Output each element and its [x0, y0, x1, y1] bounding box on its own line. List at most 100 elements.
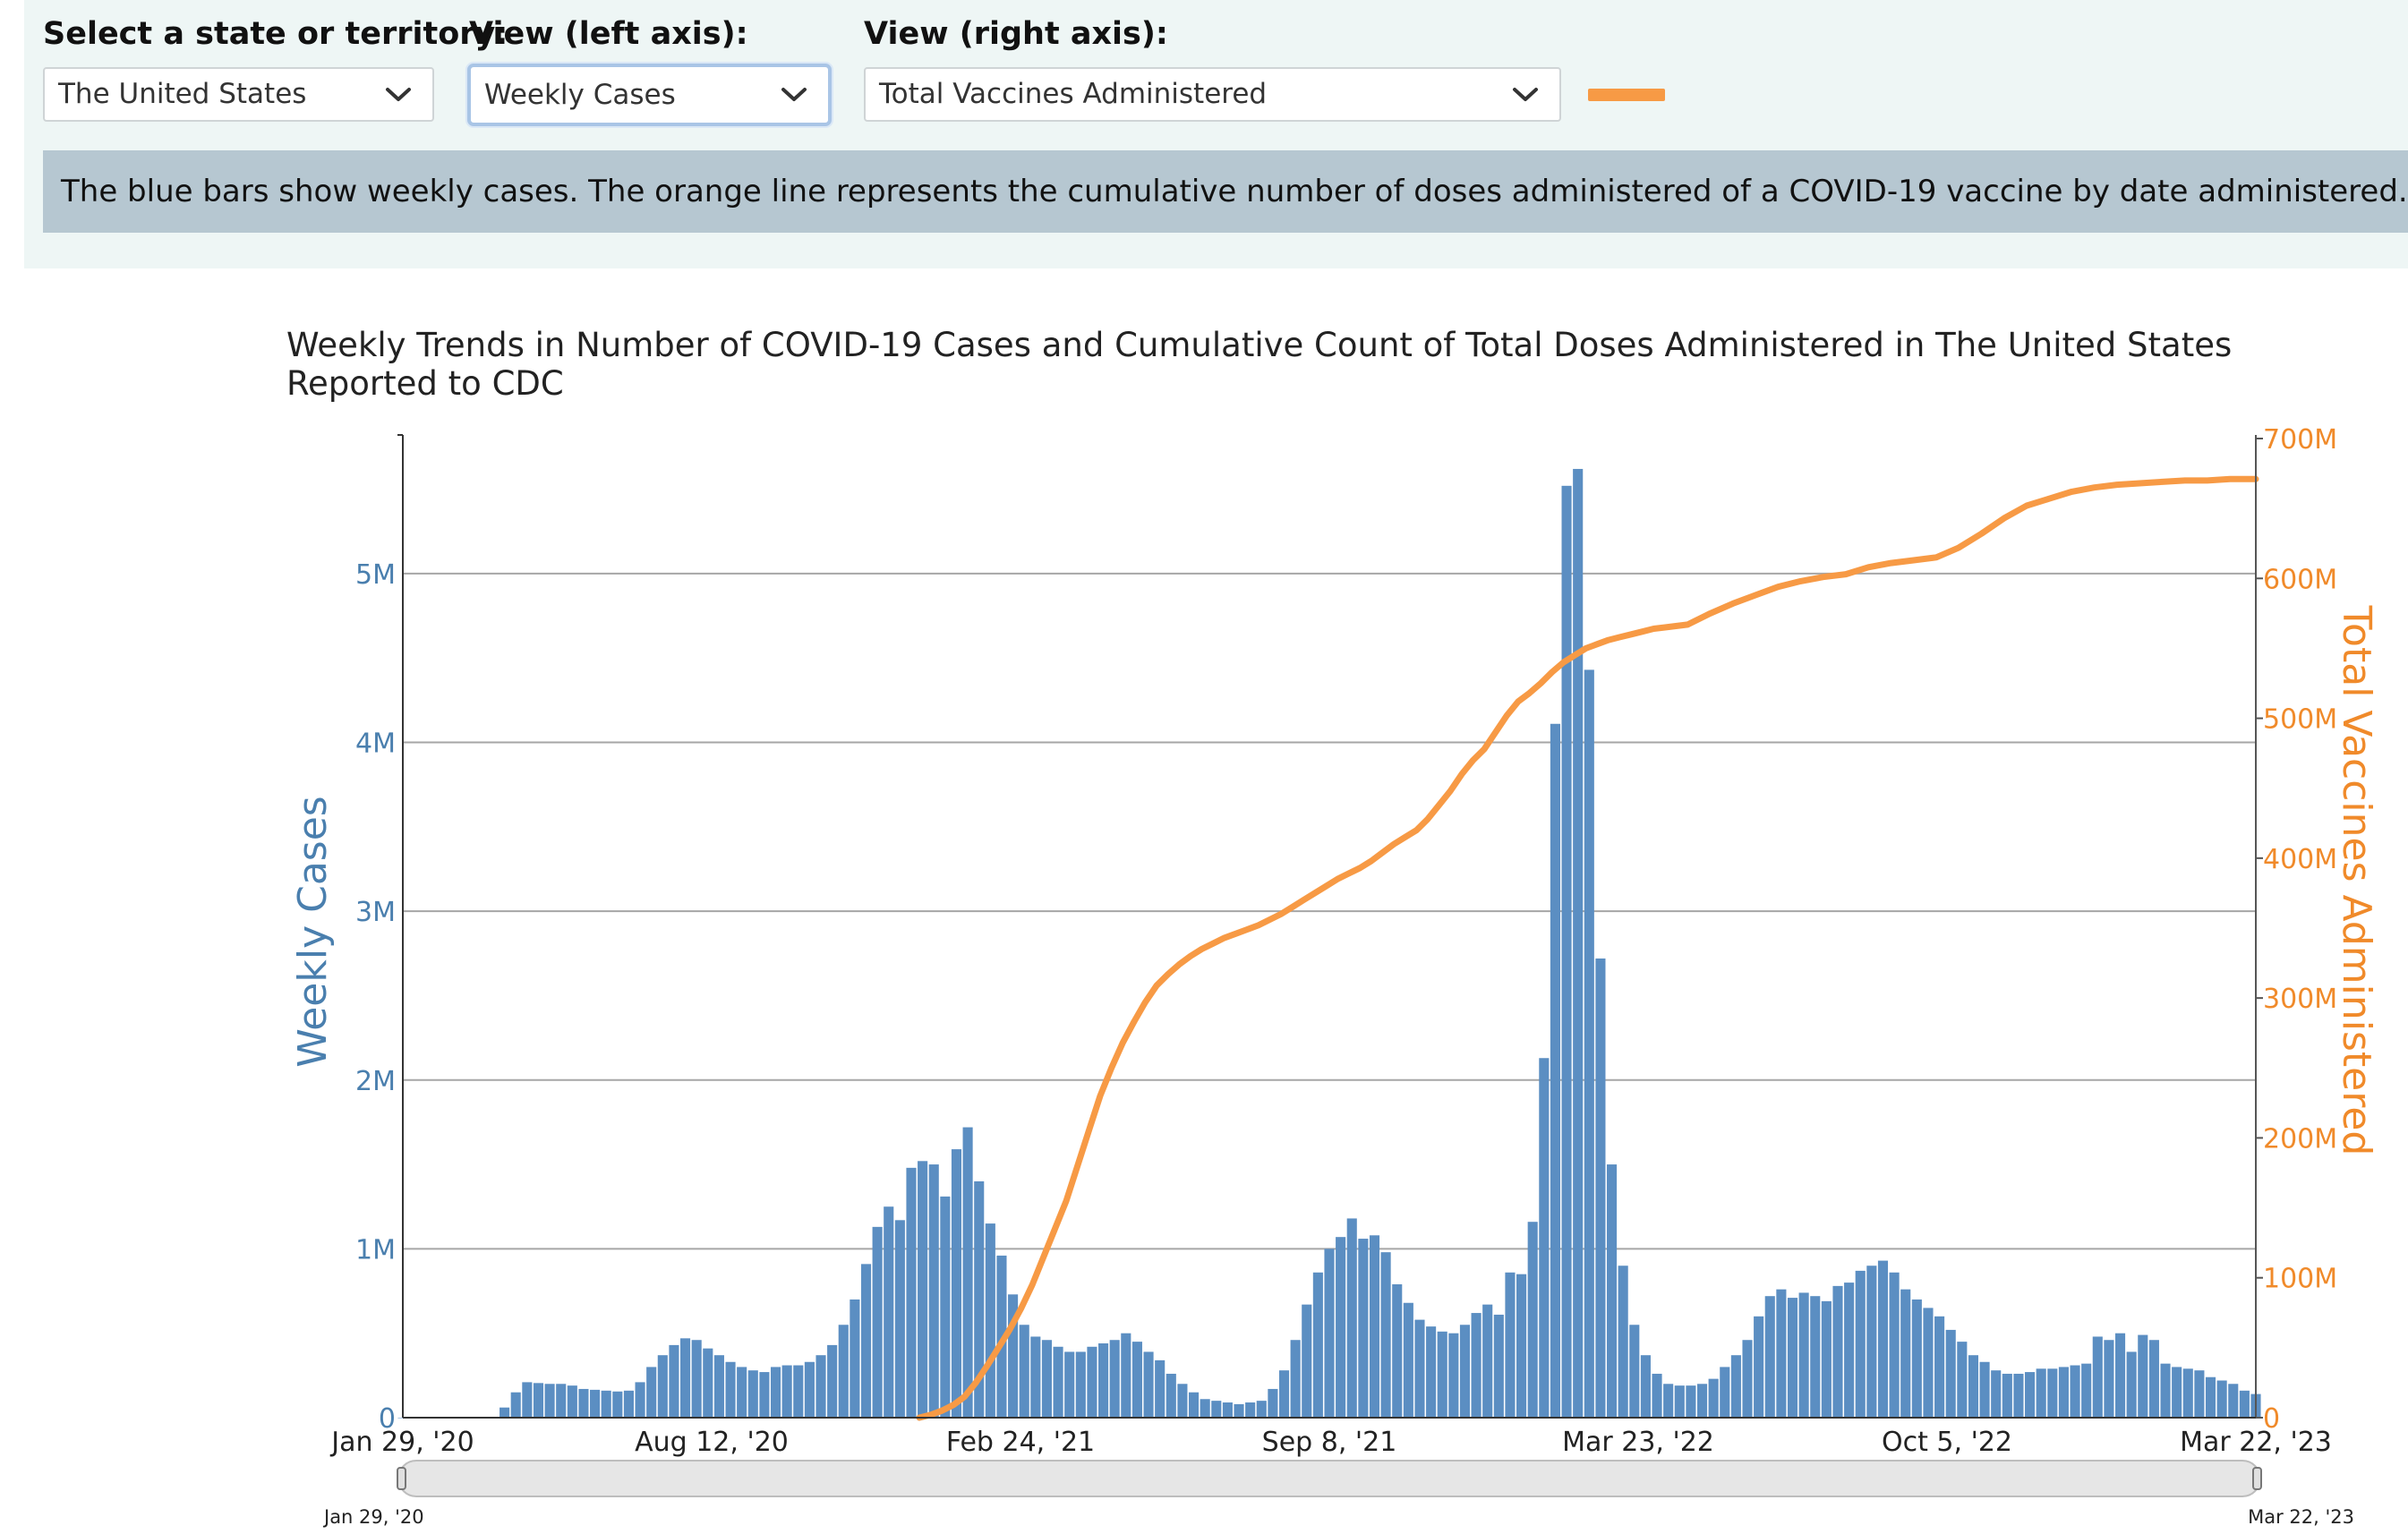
bar — [918, 1161, 928, 1418]
bar — [1403, 1302, 1413, 1418]
range-end-label: Mar 22, '23 — [2248, 1506, 2354, 1528]
bar — [1131, 1342, 1142, 1418]
bar — [1087, 1346, 1097, 1418]
bar — [1855, 1270, 1866, 1418]
range-slider-handle-left — [397, 1467, 406, 1490]
bar — [1764, 1296, 1775, 1418]
range-start-label: Jan 29, '20 — [322, 1506, 424, 1528]
y-tick-label: 2M — [355, 1066, 396, 1097]
bar — [1268, 1388, 1278, 1418]
bar — [2205, 1376, 2216, 1418]
bar — [906, 1167, 917, 1418]
info-banner: The blue bars show weekly cases. The ora… — [43, 150, 2408, 233]
bar — [2070, 1365, 2080, 1418]
range-slider-track — [397, 1460, 2261, 1497]
bar — [544, 1384, 555, 1418]
y2-tick-label: 500M — [2263, 704, 2337, 736]
y2-tick-label: 200M — [2263, 1123, 2337, 1155]
right-axis-select-label: View (right axis): — [864, 16, 1168, 52]
bar — [985, 1223, 995, 1418]
bar — [2182, 1368, 2193, 1418]
bar — [1911, 1299, 1922, 1418]
y2-tick-label: 700M — [2263, 424, 2337, 456]
bar — [623, 1390, 634, 1418]
right-axis-legend-swatch — [1588, 89, 1665, 101]
bar — [1482, 1304, 1493, 1418]
bar — [1550, 723, 1560, 1418]
bar — [2114, 1333, 2126, 1418]
bar — [1618, 1266, 1628, 1418]
y2-tick-label: 400M — [2263, 844, 2337, 875]
bar — [612, 1391, 623, 1418]
bar — [1595, 958, 1606, 1418]
bar — [940, 1196, 951, 1418]
bar — [2228, 1384, 2239, 1418]
bar — [1211, 1401, 1222, 1418]
bar — [657, 1355, 668, 1418]
bar — [1798, 1292, 1809, 1418]
bar — [962, 1127, 973, 1418]
bar — [1606, 1164, 1618, 1418]
bar — [1121, 1333, 1131, 1418]
bar — [1923, 1308, 1934, 1418]
bar — [1573, 468, 1584, 1419]
y2-axis-title: Total Vaccines Administered — [2334, 605, 2379, 1156]
left-axis-select[interactable]: Weekly Cases — [467, 64, 832, 126]
bar — [2002, 1373, 2012, 1418]
bar — [691, 1340, 702, 1418]
bar — [2013, 1373, 2024, 1418]
bar — [1336, 1237, 1346, 1418]
bar — [827, 1344, 838, 1418]
bar — [1471, 1313, 1482, 1418]
bar — [1776, 1289, 1787, 1418]
right-axis-select-value: Total Vaccines Administered — [879, 78, 1268, 110]
bar — [1222, 1402, 1233, 1418]
bar — [1810, 1296, 1821, 1418]
bar — [1900, 1289, 1911, 1418]
x-tick-label: Mar 23, '22 — [1562, 1427, 1714, 1458]
y-tick-label: 4M — [355, 729, 396, 760]
bar — [1426, 1326, 1437, 1418]
vaccine-line — [916, 475, 2259, 1421]
bar — [1742, 1340, 1753, 1418]
bar — [679, 1338, 691, 1418]
bar — [1278, 1370, 1290, 1418]
bar — [1053, 1346, 1063, 1418]
bar — [1448, 1333, 1459, 1418]
bar — [2036, 1368, 2046, 1418]
bar — [1696, 1384, 1708, 1418]
bar — [759, 1372, 770, 1418]
chevron-down-icon — [1513, 87, 1538, 101]
bar — [1369, 1235, 1380, 1418]
bar — [804, 1361, 815, 1418]
bar — [1312, 1272, 1323, 1418]
bar — [1539, 1058, 1550, 1418]
bar — [1686, 1385, 1696, 1418]
bar — [1561, 485, 1572, 1419]
range-slider[interactable]: Jan 29, '20 Mar 22, '23 — [322, 1460, 2354, 1528]
bar — [1889, 1272, 1900, 1418]
bar — [669, 1344, 679, 1418]
y-tick-label: 5M — [355, 559, 396, 591]
bar — [928, 1164, 939, 1418]
y-tick-label: 3M — [355, 897, 396, 928]
y-tick-label: 0 — [379, 1403, 396, 1435]
bar — [1459, 1325, 1471, 1418]
bar — [1527, 1222, 1538, 1418]
bar — [1663, 1384, 1674, 1418]
bar — [556, 1384, 567, 1418]
bar — [2025, 1372, 2036, 1418]
bar — [1290, 1340, 1301, 1418]
bar — [951, 1149, 962, 1418]
bar — [1392, 1283, 1403, 1418]
line-series — [916, 475, 2259, 1421]
bar — [1166, 1373, 1176, 1418]
state-select[interactable]: The United States — [43, 67, 434, 122]
right-axis-select[interactable]: Total Vaccines Administered — [864, 67, 1561, 122]
bar — [510, 1392, 521, 1418]
chevron-down-icon — [386, 87, 411, 101]
bar — [2047, 1368, 2058, 1418]
bar — [601, 1390, 611, 1418]
bar — [1730, 1355, 1741, 1418]
bar — [2058, 1367, 2069, 1418]
